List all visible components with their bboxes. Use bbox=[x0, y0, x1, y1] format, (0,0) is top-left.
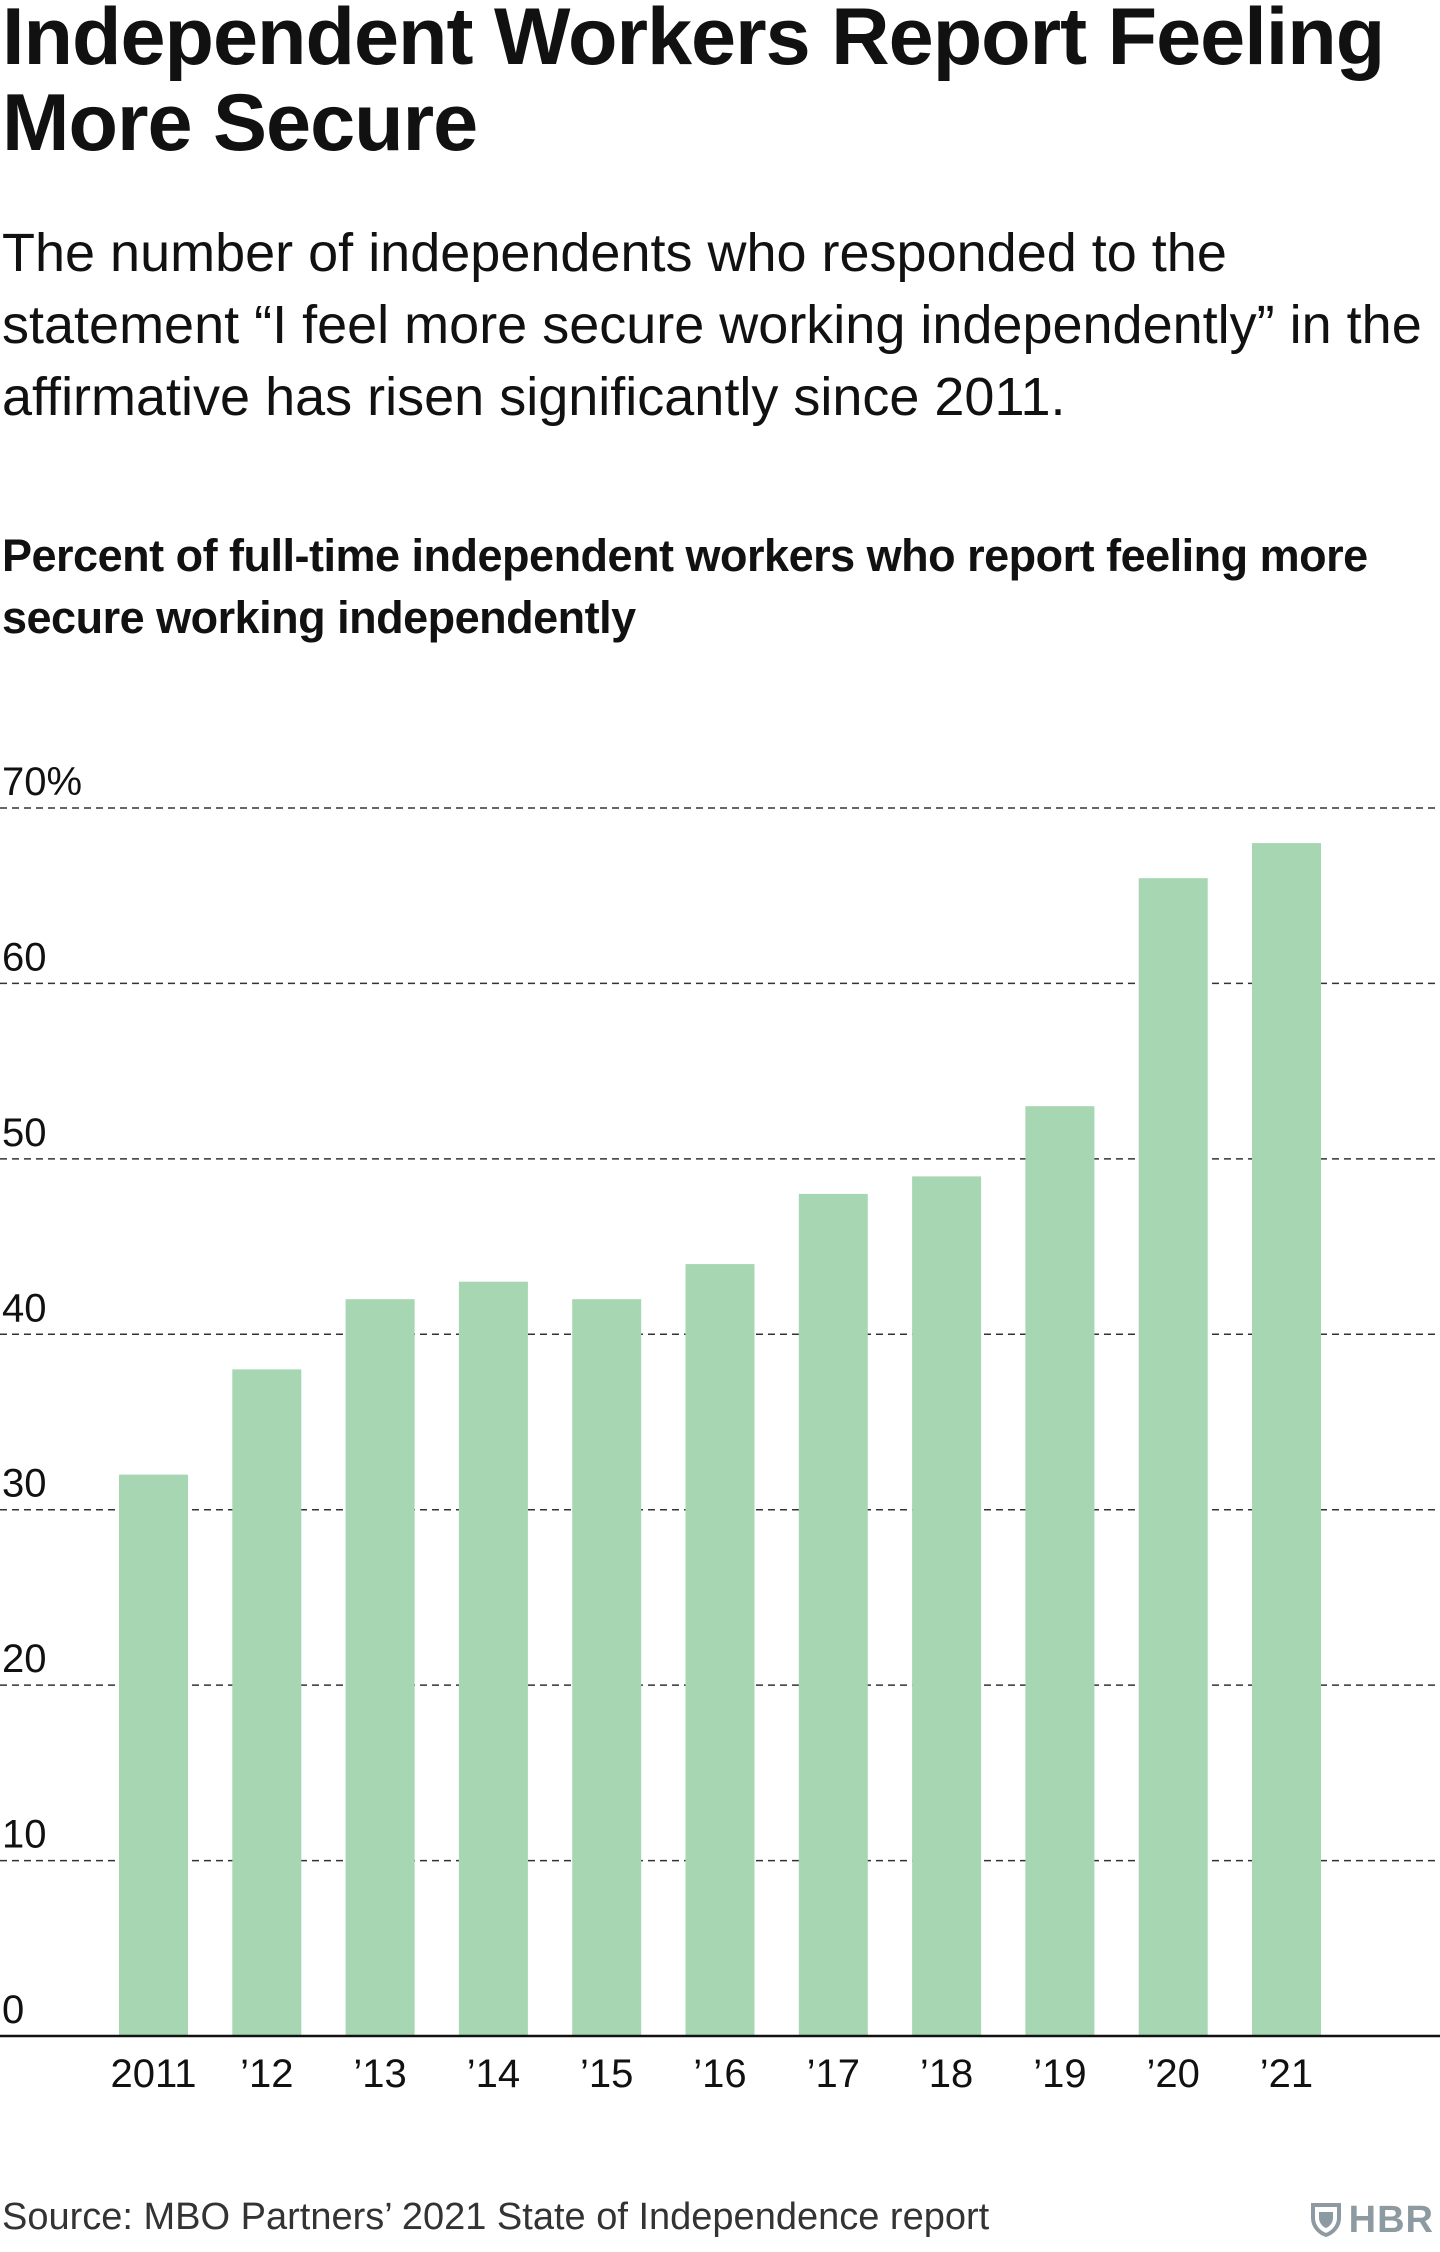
y-tick-label: 30 bbox=[2, 1462, 47, 1506]
y-tick-label: 60 bbox=[2, 935, 47, 979]
bar bbox=[1025, 1106, 1095, 2036]
x-tick-label: ’18 bbox=[920, 2052, 973, 2096]
bar bbox=[1138, 878, 1208, 2037]
headline: Independent Workers Report Feeling More … bbox=[2, 0, 1385, 168]
y-axis-ticks: 0 10 20 30 40 50 60 70% bbox=[2, 760, 82, 2032]
y-tick-label: 50 bbox=[2, 1111, 47, 1155]
hbr-logo: HBR bbox=[1310, 2197, 1434, 2243]
x-tick-label: ’15 bbox=[580, 2052, 633, 2096]
x-tick-label: ’13 bbox=[353, 2052, 406, 2096]
x-tick-label: ’16 bbox=[693, 2052, 746, 2096]
bar bbox=[912, 1176, 982, 2036]
bar bbox=[798, 1193, 868, 2036]
x-axis-ticks: 2011 ’12 ’13 ’14 ’15 ’16 ’17 ’18 ’19 ’20 ’21 bbox=[110, 2052, 1313, 2096]
x-tick-label: 2011 bbox=[110, 2052, 196, 2096]
y-tick-label: 70% bbox=[2, 760, 82, 804]
x-tick-label: ’20 bbox=[1147, 2052, 1200, 2096]
y-tick-label: 0 bbox=[2, 1988, 24, 2032]
source-note: Source: MBO Partners’ 2021 State of Inde… bbox=[2, 2196, 990, 2238]
x-tick-label: ’12 bbox=[240, 2052, 293, 2096]
bars bbox=[119, 843, 1321, 2037]
bar bbox=[119, 1474, 188, 2036]
x-tick-label: ’17 bbox=[807, 2052, 860, 2096]
dek: The number of independents who responded… bbox=[2, 223, 1422, 427]
logo-text: HBR bbox=[1348, 2198, 1434, 2241]
x-tick-label: ’21 bbox=[1260, 2052, 1313, 2096]
bar bbox=[685, 1264, 755, 2036]
y-tick-label: 40 bbox=[2, 1286, 47, 1330]
x-tick-label: ’19 bbox=[1033, 2052, 1086, 2096]
x-tick-label: ’14 bbox=[467, 2052, 520, 2096]
shield-icon bbox=[1310, 2203, 1341, 2237]
y-tick-label: 20 bbox=[2, 1637, 47, 1681]
bar bbox=[572, 1299, 642, 2036]
bar bbox=[345, 1299, 415, 2036]
y-tick-label: 10 bbox=[2, 1813, 47, 1857]
bar-chart: 0 10 20 30 40 50 60 70% 2011 ’12 ’13 ’14 ’15 ’16 ’17 ’… bbox=[0, 730, 1440, 2120]
chart-svg: 0 10 20 30 40 50 60 70% 2011 ’12 ’13 ’14 ’15 ’16 ’17 ’… bbox=[0, 760, 1440, 2096]
bar bbox=[232, 1369, 302, 2036]
bar bbox=[458, 1281, 528, 2036]
chart-title: Percent of full-time independent workers… bbox=[2, 530, 1368, 643]
bar bbox=[1252, 843, 1321, 2036]
